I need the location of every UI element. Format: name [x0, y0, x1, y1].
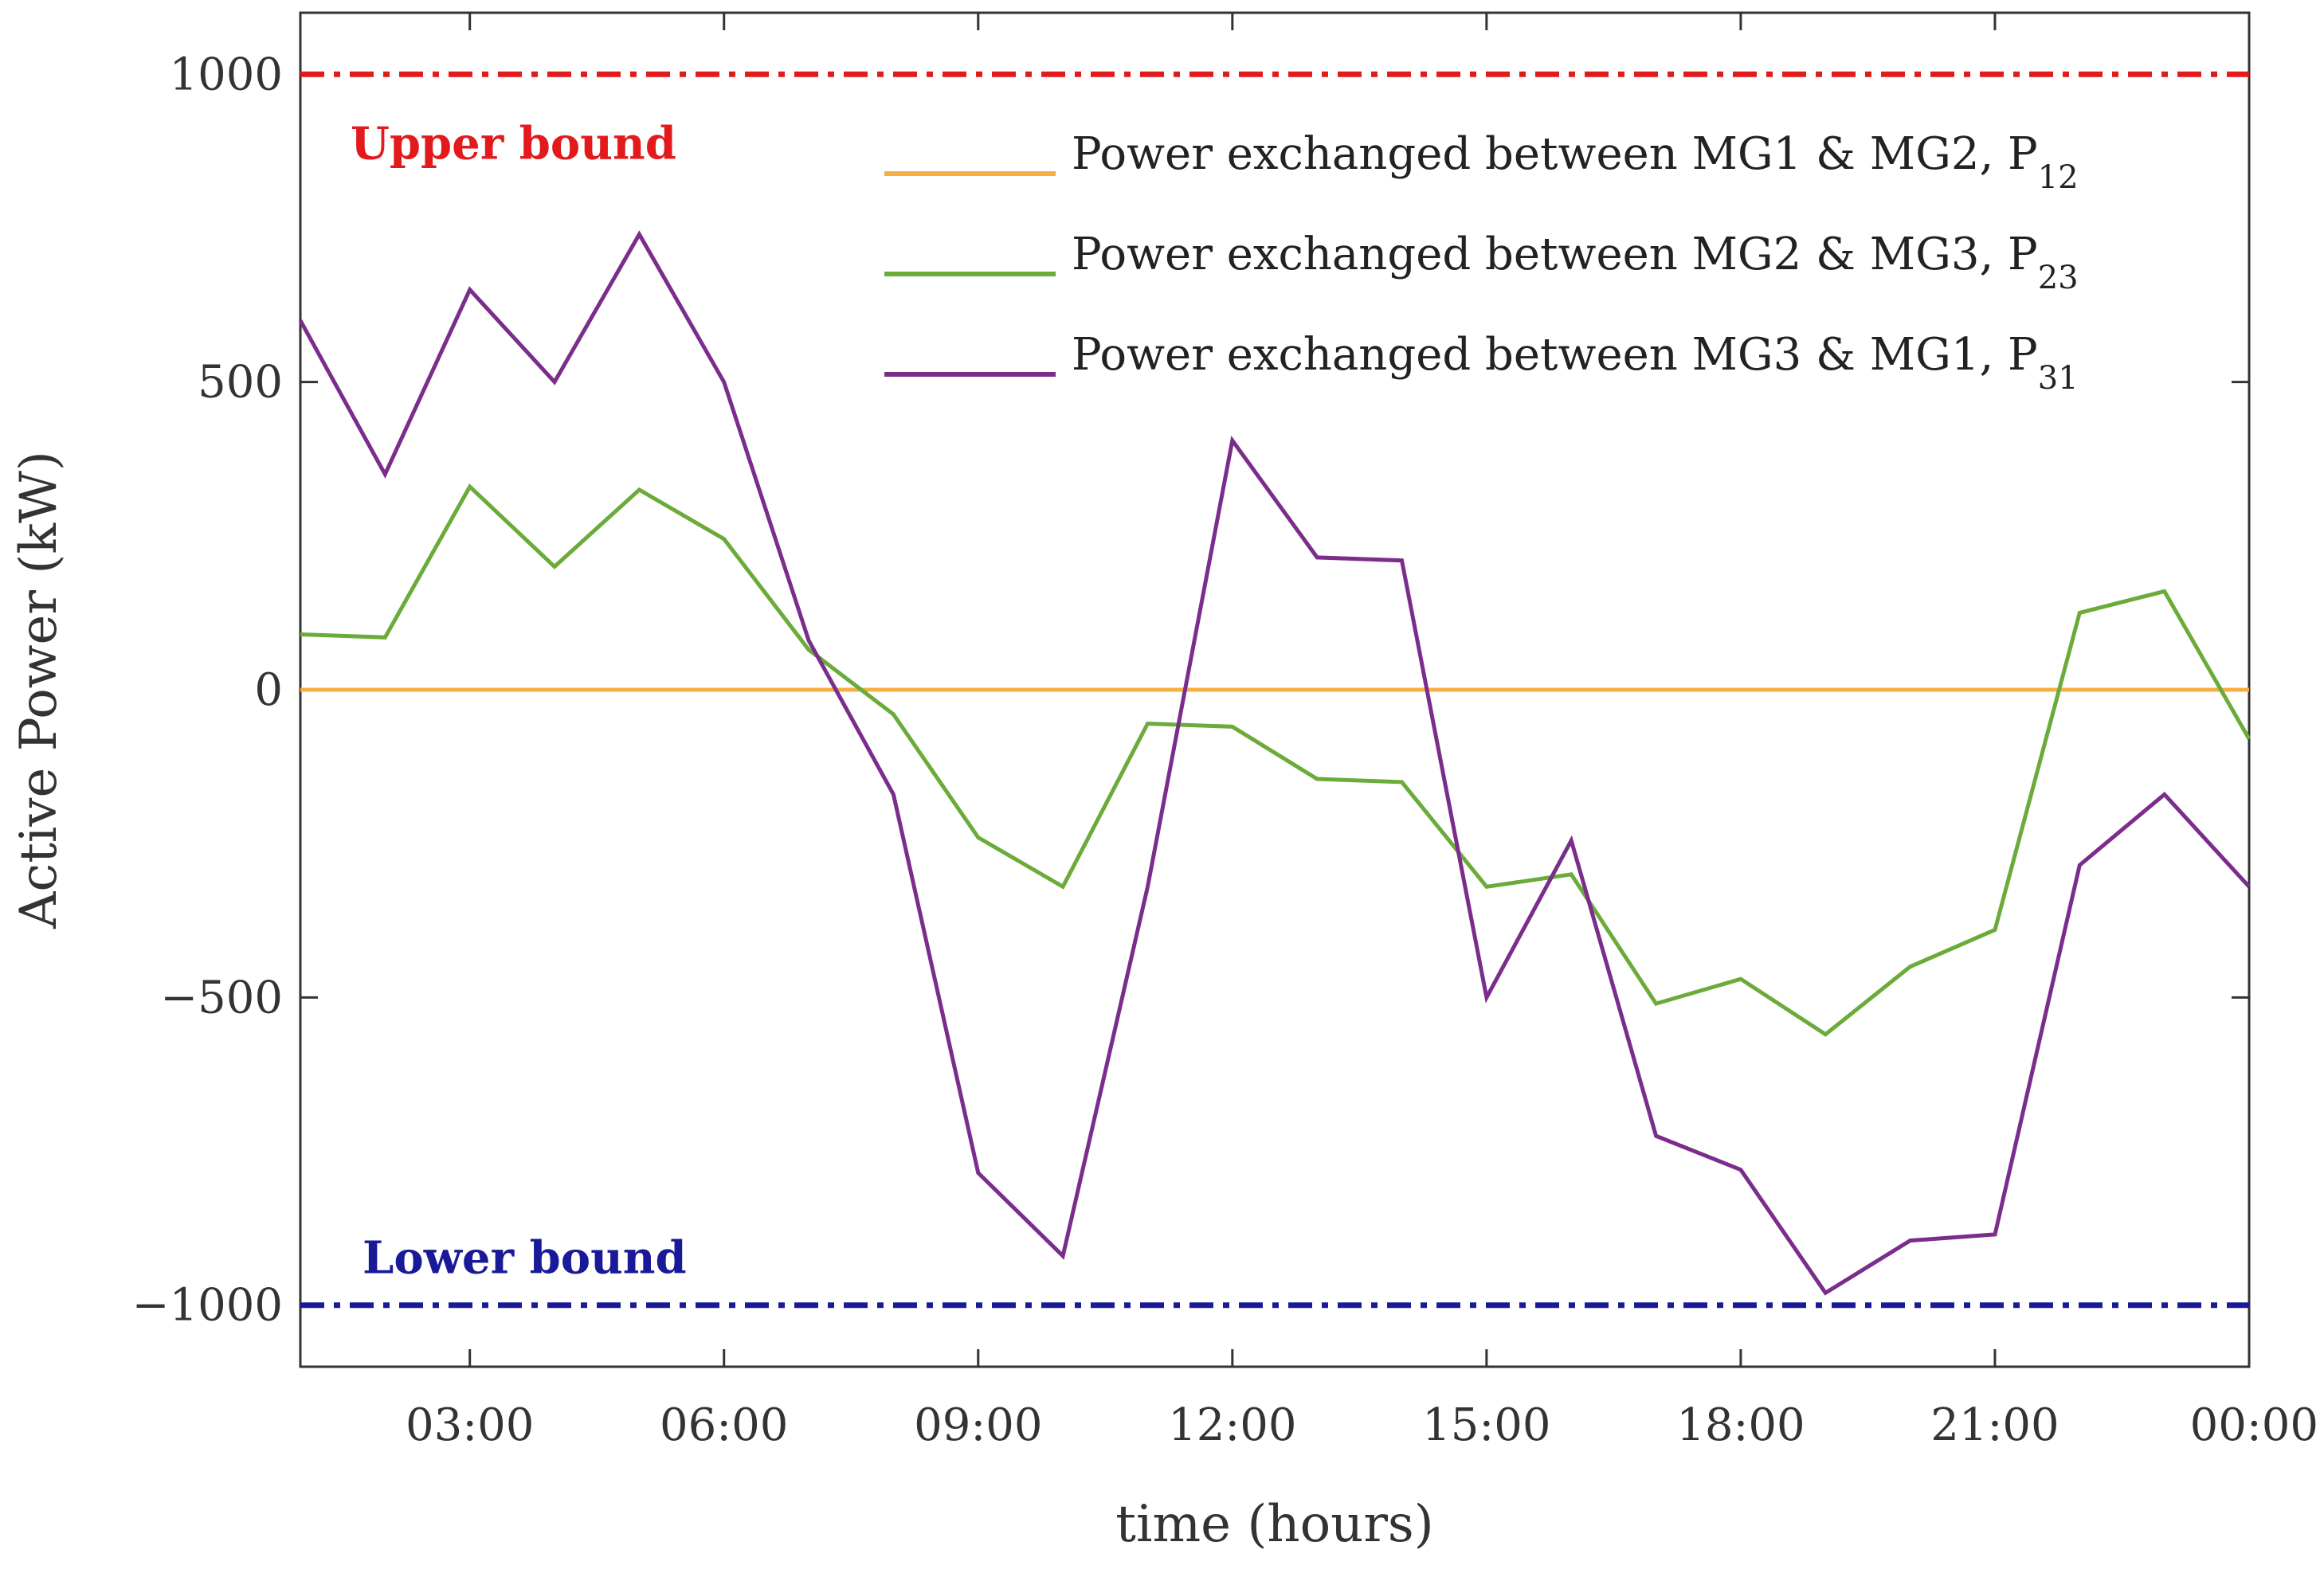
legend-entry: Power exchanged between MG3 & MG1, P31: [1072, 329, 2079, 397]
legend-entry: Power exchanged between MG1 & MG2, P12: [1072, 128, 2079, 196]
series-line: [300, 483, 2251, 1037]
x-tick-label: 06:00: [660, 1399, 788, 1451]
y-tick-label: 500: [198, 357, 283, 409]
legend-entry: Power exchanged between MG2 & MG3, P23: [1072, 229, 2079, 296]
x-tick-label: 12:00: [1168, 1399, 1296, 1451]
bound-label: Upper bound: [351, 117, 676, 170]
y-tick-label: −500: [160, 972, 283, 1023]
x-axis: 03:00 06:00 09:00 12:00 15:00 18:00 21:00 00:00: [406, 13, 2318, 1451]
x-tick-label: 00:00: [2190, 1399, 2318, 1451]
bounds: Upper bound Lower bound: [300, 71, 2249, 1309]
x-tick-label: 18:00: [1676, 1399, 1805, 1451]
series-line: [298, 230, 2251, 1296]
y-tick-label: 0: [254, 664, 283, 716]
x-axis-title: time (hours): [1115, 1495, 1433, 1554]
y-tick-label: 1000: [169, 49, 283, 100]
x-tick-label: 09:00: [914, 1399, 1042, 1451]
x-tick-label: 03:00: [406, 1399, 534, 1451]
bound-label: Lower bound: [363, 1232, 687, 1285]
x-tick-label: 21:00: [1930, 1399, 2059, 1451]
y-axis-title: Active Power (kW): [10, 451, 69, 929]
x-tick-label: 15:00: [1422, 1399, 1550, 1451]
legend: Power exchanged between MG1 & MG2, P12 Po…: [884, 128, 2079, 397]
series-lines: [298, 230, 2251, 1296]
y-tick-label: −1000: [132, 1280, 283, 1332]
